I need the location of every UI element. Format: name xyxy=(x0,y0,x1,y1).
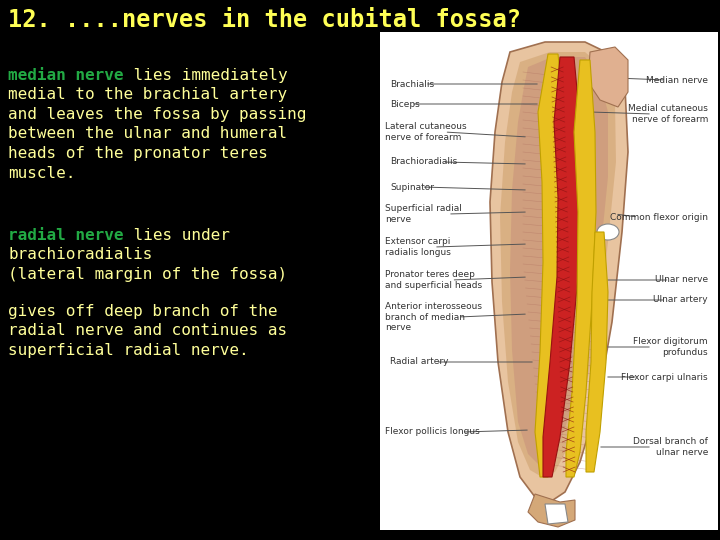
Polygon shape xyxy=(535,54,566,477)
Text: and leaves the fossa by passing: and leaves the fossa by passing xyxy=(8,107,307,122)
Text: between the ulnar and humeral: between the ulnar and humeral xyxy=(8,126,287,141)
Polygon shape xyxy=(500,52,616,477)
Polygon shape xyxy=(545,504,568,524)
Polygon shape xyxy=(490,42,628,502)
Text: radial nerve: radial nerve xyxy=(8,228,124,243)
Polygon shape xyxy=(543,57,582,477)
Text: Anterior interosseous
branch of median
nerve: Anterior interosseous branch of median n… xyxy=(385,302,482,332)
Text: lies immediately: lies immediately xyxy=(124,68,287,83)
Text: Medial cutaneous
nerve of forearm: Medial cutaneous nerve of forearm xyxy=(628,104,708,124)
Text: Brachialis: Brachialis xyxy=(390,79,434,89)
Text: Superficial radial
nerve: Superficial radial nerve xyxy=(385,204,462,224)
Text: gives off deep branch of the: gives off deep branch of the xyxy=(8,304,277,319)
Polygon shape xyxy=(588,47,628,107)
Ellipse shape xyxy=(556,181,584,199)
Text: Median nerve: Median nerve xyxy=(646,76,708,84)
Text: Dorsal branch of
ulnar nerve: Dorsal branch of ulnar nerve xyxy=(633,437,708,457)
Text: Common flexor origin: Common flexor origin xyxy=(610,213,708,221)
Polygon shape xyxy=(586,232,608,472)
Text: muscle.: muscle. xyxy=(8,165,76,180)
Text: Flexor pollicis longus: Flexor pollicis longus xyxy=(385,428,480,436)
Text: lies under: lies under xyxy=(124,228,230,243)
Text: median nerve: median nerve xyxy=(8,68,124,83)
Text: Flexor digitorum
profundus: Flexor digitorum profundus xyxy=(634,338,708,357)
Text: heads of the pronator teres: heads of the pronator teres xyxy=(8,146,268,161)
Ellipse shape xyxy=(597,224,619,240)
Text: Radial artery: Radial artery xyxy=(390,357,449,367)
Text: Biceps: Biceps xyxy=(390,99,420,109)
Text: Flexor carpi ulnaris: Flexor carpi ulnaris xyxy=(621,373,708,381)
Text: Lateral cutaneous
nerve of forearm: Lateral cutaneous nerve of forearm xyxy=(385,122,467,141)
Text: Supinator: Supinator xyxy=(390,183,434,192)
Text: (lateral margin of the fossa): (lateral margin of the fossa) xyxy=(8,267,287,282)
Text: Ulnar nerve: Ulnar nerve xyxy=(655,275,708,285)
Text: Brachioradialis: Brachioradialis xyxy=(390,158,457,166)
Polygon shape xyxy=(528,494,575,527)
Polygon shape xyxy=(510,57,608,464)
Text: Ulnar artery: Ulnar artery xyxy=(653,295,708,305)
Polygon shape xyxy=(566,60,596,477)
Text: Extensor carpi
radialis longus: Extensor carpi radialis longus xyxy=(385,237,451,256)
Text: Pronator teres deep
and superficial heads: Pronator teres deep and superficial head… xyxy=(385,271,482,289)
Text: brachioradialis: brachioradialis xyxy=(8,247,153,262)
Text: superficial radial nerve.: superficial radial nerve. xyxy=(8,343,248,358)
Text: medial to the brachial artery: medial to the brachial artery xyxy=(8,87,287,103)
Text: 12. ....nerves in the cubital fossa?: 12. ....nerves in the cubital fossa? xyxy=(8,8,521,32)
Text: radial nerve and continues as: radial nerve and continues as xyxy=(8,323,287,339)
